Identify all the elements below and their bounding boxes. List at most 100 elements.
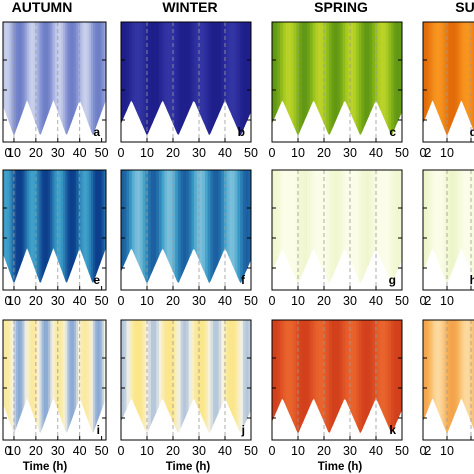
heat-strip	[97, 320, 101, 440]
heat-strip	[431, 170, 434, 290]
heat-strip	[274, 320, 279, 440]
heat-strip	[464, 320, 467, 440]
heat-strip	[423, 22, 425, 142]
heat-strip	[282, 320, 287, 440]
heat-strip	[288, 22, 292, 142]
heat-strip	[28, 22, 32, 142]
heat-strip	[210, 170, 214, 290]
panel-label-a: a	[93, 125, 100, 139]
heat-strip	[75, 22, 79, 142]
heat-strip	[11, 22, 15, 142]
heat-strip	[424, 170, 427, 290]
heat-strip	[67, 22, 71, 142]
heat-strip	[436, 22, 439, 142]
heat-strip	[240, 170, 244, 290]
panel-frame	[271, 169, 403, 291]
heat-strip	[50, 22, 53, 142]
panel-frame	[422, 21, 474, 143]
heat-strip	[451, 22, 454, 142]
terrain-mask	[3, 398, 106, 440]
heat-strip	[455, 170, 458, 290]
heat-strip	[86, 22, 90, 142]
heat-strip	[451, 170, 454, 290]
heat-strip	[188, 170, 193, 290]
heat-strip	[90, 170, 94, 290]
heat-strip	[396, 22, 400, 142]
heat-strip	[80, 22, 83, 142]
heat-strip	[369, 320, 373, 440]
heat-strip	[82, 320, 86, 440]
heat-strip	[103, 170, 106, 290]
heat-strip	[43, 170, 47, 290]
heat-strip	[131, 320, 136, 440]
heat-strip	[245, 170, 249, 290]
heat-strip	[199, 170, 203, 290]
heat-strip	[353, 170, 357, 290]
heat-strip	[188, 22, 193, 142]
heat-strip	[150, 320, 155, 440]
heat-strip	[58, 320, 62, 440]
panel-label-e: e	[93, 273, 100, 287]
panel-a: a 010 20 30 40 50	[2, 21, 109, 160]
heat-strip	[374, 320, 379, 440]
heat-strip	[383, 22, 387, 142]
heat-strip	[150, 22, 155, 142]
heat-strip	[426, 22, 429, 142]
panel-heatmap-a	[3, 22, 106, 142]
heat-strip	[355, 22, 360, 142]
heat-strip	[301, 320, 306, 440]
x-tick-label: 40	[369, 294, 383, 308]
heat-strip	[468, 22, 470, 142]
heat-strip	[470, 320, 473, 440]
heat-strip	[54, 22, 58, 142]
heat-strip	[73, 22, 77, 142]
heat-strip	[20, 22, 23, 142]
heat-strip	[39, 22, 43, 142]
x-tick-label: 0	[269, 444, 276, 458]
heat-strip	[323, 320, 327, 440]
heat-strip	[307, 170, 311, 290]
heat-strip	[175, 170, 179, 290]
panel-g: g 0 10 20 30 40 50	[269, 169, 409, 308]
heat-strip	[7, 320, 11, 440]
heat-strip	[388, 170, 392, 290]
heat-strip	[153, 22, 157, 142]
x-tick-label: 30	[343, 146, 357, 160]
x-tick-label: 0	[118, 146, 125, 160]
heat-strip	[15, 22, 19, 142]
heat-strip	[202, 320, 206, 440]
heat-strip	[446, 320, 449, 440]
heat-strip	[156, 320, 160, 440]
heat-strip	[60, 22, 64, 142]
heat-strip	[58, 170, 62, 290]
heat-strip	[430, 170, 433, 290]
heat-strip	[134, 22, 138, 142]
heat-strip	[22, 320, 26, 440]
heat-strip	[175, 22, 179, 142]
heat-strip	[277, 170, 281, 290]
terrain-mask	[423, 100, 474, 142]
heat-strip	[449, 22, 452, 142]
heat-strip	[377, 22, 381, 142]
panel-h: h 0 10 2	[420, 169, 474, 308]
heat-strip	[156, 170, 160, 290]
x-tick-label: 10	[7, 294, 21, 308]
heat-strip	[364, 170, 368, 290]
heat-strip	[312, 170, 316, 290]
x-tick-label: 20	[317, 294, 331, 308]
heat-strip	[69, 22, 73, 142]
heat-strip	[7, 170, 11, 290]
heat-strip	[9, 170, 13, 290]
heat-strip	[326, 22, 330, 142]
heat-strip	[431, 22, 434, 142]
heat-strip	[35, 170, 38, 290]
heat-strip	[277, 22, 281, 142]
heat-strip	[204, 170, 209, 290]
x-tick-label: 20	[317, 146, 331, 160]
heat-strip	[320, 320, 325, 440]
heat-strip	[80, 320, 83, 440]
heat-strip	[101, 320, 105, 440]
heat-strip	[134, 170, 138, 290]
heat-strip	[374, 170, 379, 290]
heat-strip	[466, 170, 469, 290]
